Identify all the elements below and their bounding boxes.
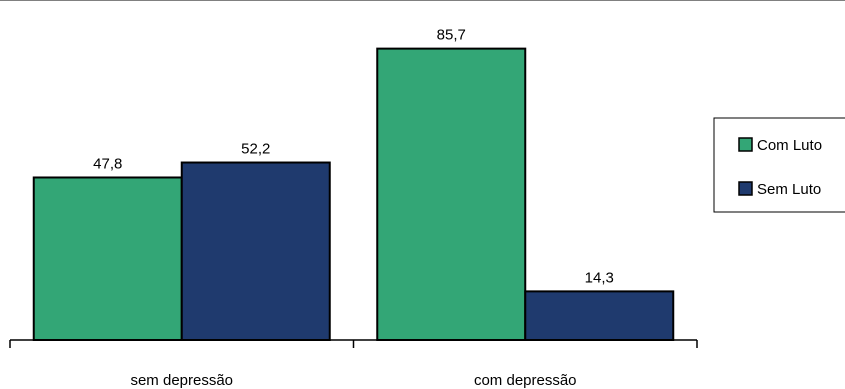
bar-sem-luto-com-depressao xyxy=(524,290,675,342)
bar-com-luto-sem-depressao xyxy=(32,176,183,341)
x-tick-label: sem depressão xyxy=(130,372,233,389)
legend-swatch-sem-luto xyxy=(738,181,753,196)
data-label: 85,7 xyxy=(437,27,466,44)
bar-com-luto-com-depressao xyxy=(376,47,527,342)
legend-label: Sem Luto xyxy=(757,181,821,198)
legend-label: Com Luto xyxy=(757,137,822,154)
legend-box xyxy=(713,117,845,213)
data-label: 47,8 xyxy=(93,155,122,172)
legend-swatch-com-luto xyxy=(738,137,753,152)
x-tick-label: com depressão xyxy=(474,372,577,389)
data-label: 52,2 xyxy=(241,141,270,158)
data-label: 14,3 xyxy=(585,269,614,286)
bar-sem-luto-sem-depressao xyxy=(180,161,331,341)
